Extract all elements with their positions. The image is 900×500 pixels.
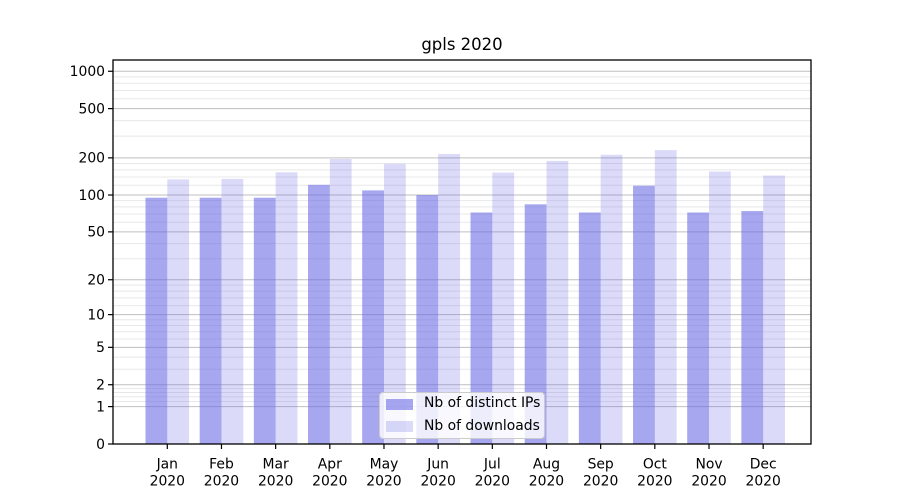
- x-axis: Jan 2020 Feb 2020 Mar 2020 Apr 2020 May 2020 Jun 20…: [150, 444, 781, 490]
- chart-title: gpls 2020: [421, 35, 503, 54]
- bar-nb-of-downloads-feb-2020: [221, 178, 244, 445]
- x-tick-label-dec-2020: Dec 2020: [745, 457, 780, 490]
- y-tick-label: 50: [87, 225, 105, 241]
- x-tick-label-jun-2020: Jun 2020: [420, 457, 455, 490]
- bar-nb-of-distinct-ips-jan-2020: [145, 197, 168, 444]
- y-tick-label: 20: [87, 273, 105, 289]
- bar-nb-of-downloads-jan-2020: [167, 179, 190, 444]
- y-tick-label: 1000: [70, 64, 105, 80]
- bar-nb-of-downloads-oct-2020: [654, 150, 677, 444]
- bar-nb-of-distinct-ips-jun-2020: [416, 195, 439, 444]
- bar-nb-of-downloads-may-2020: [383, 163, 406, 444]
- y-tick-label: 10: [87, 307, 105, 323]
- bar-nb-of-distinct-ips-oct-2020: [633, 185, 655, 444]
- legend-swatch-distinct-ips: [386, 398, 413, 410]
- y-tick-label: 2: [96, 378, 105, 394]
- legend-entry-distinct-ips: Nb of distinct IPs: [386, 395, 544, 412]
- bars: [145, 150, 785, 445]
- bar-nb-of-downloads-jul-2020: [492, 172, 515, 445]
- x-tick-label-jan-2020: Jan 2020: [150, 457, 185, 490]
- legend: Nb of distinct IPs Nb of downloads: [379, 392, 545, 439]
- x-tick-label-aug-2020: Aug 2020: [529, 457, 564, 490]
- legend-entry-downloads: Nb of downloads: [386, 418, 544, 434]
- x-tick-label-oct-2020: Oct 2020: [637, 457, 672, 490]
- y-tick-label: 5: [96, 340, 105, 356]
- legend-label-downloads: Nb of downloads: [424, 418, 540, 434]
- bar-nb-of-distinct-ips-dec-2020: [741, 211, 764, 444]
- bar-nb-of-distinct-ips-nov-2020: [687, 212, 709, 444]
- bar-nb-of-downloads-aug-2020: [546, 160, 569, 444]
- x-tick-label-apr-2020: Apr 2020: [312, 457, 347, 490]
- bar-nb-of-distinct-ips-aug-2020: [524, 204, 547, 444]
- x-tick-label-sep-2020: Sep 2020: [583, 457, 618, 490]
- bar-nb-of-downloads-nov-2020: [709, 171, 731, 444]
- bar-nb-of-downloads-dec-2020: [763, 175, 785, 444]
- x-tick-label-nov-2020: Nov 2020: [691, 457, 726, 490]
- y-tick-label: 500: [78, 101, 105, 117]
- x-tick-label-may-2020: May 2020: [366, 457, 401, 490]
- bar-nb-of-distinct-ips-jul-2020: [470, 212, 493, 444]
- bar-nb-of-distinct-ips-feb-2020: [199, 197, 222, 444]
- bar-nb-of-downloads-jun-2020: [438, 153, 460, 444]
- x-tick-label-mar-2020: Mar 2020: [258, 457, 293, 490]
- y-tick-label: 1: [96, 399, 105, 415]
- y-tick-label: 100: [78, 188, 105, 204]
- y-tick-label: 200: [78, 151, 105, 167]
- bar-nb-of-distinct-ips-may-2020: [362, 190, 384, 444]
- bar-nb-of-distinct-ips-mar-2020: [253, 197, 276, 444]
- bar-nb-of-downloads-mar-2020: [275, 172, 298, 444]
- legend-label-distinct-ips: Nb of distinct IPs: [424, 395, 541, 412]
- bar-nb-of-distinct-ips-sep-2020: [578, 212, 601, 444]
- y-axis: 0 1 2 5 10 20 50 100 200 500 1000: [70, 64, 113, 453]
- legend-swatch-downloads: [386, 421, 413, 433]
- bar-nb-of-downloads-sep-2020: [600, 154, 623, 444]
- bar-nb-of-distinct-ips-apr-2020: [308, 184, 330, 444]
- x-tick-label-feb-2020: Feb 2020: [204, 457, 239, 490]
- bar-nb-of-downloads-apr-2020: [329, 158, 352, 444]
- x-tick-label-jul-2020: Jul 2020: [475, 457, 510, 490]
- y-tick-label: 0: [96, 437, 105, 453]
- plot-border: [112, 59, 812, 445]
